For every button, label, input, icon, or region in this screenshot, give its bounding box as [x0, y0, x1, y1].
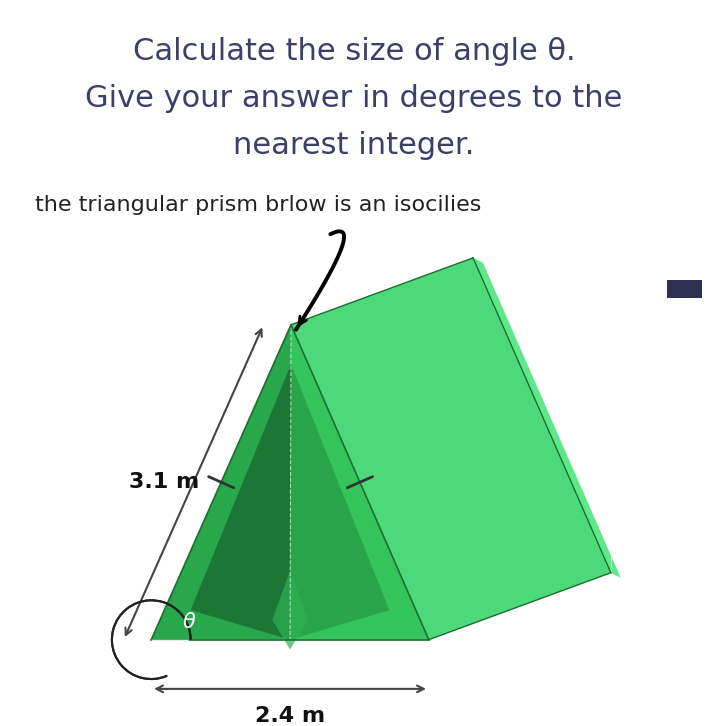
Polygon shape: [190, 364, 291, 640]
Text: Calculate the size of angle θ.: Calculate the size of angle θ.: [132, 37, 576, 65]
Polygon shape: [291, 258, 611, 640]
Text: 3.1 m: 3.1 m: [129, 472, 199, 492]
Polygon shape: [273, 571, 308, 650]
Polygon shape: [290, 325, 429, 640]
Polygon shape: [152, 325, 291, 640]
Text: the triangular prism brlow is an isocilies: the triangular prism brlow is an isocili…: [35, 195, 481, 215]
Text: Give your answer in degrees to the: Give your answer in degrees to the: [85, 84, 623, 113]
Text: θ: θ: [182, 612, 195, 632]
Text: nearest integer.: nearest integer.: [234, 131, 474, 160]
Polygon shape: [290, 364, 389, 640]
Bar: [667, 280, 702, 298]
Text: 2.4 m: 2.4 m: [255, 706, 325, 726]
Polygon shape: [473, 258, 621, 578]
Polygon shape: [152, 640, 188, 674]
